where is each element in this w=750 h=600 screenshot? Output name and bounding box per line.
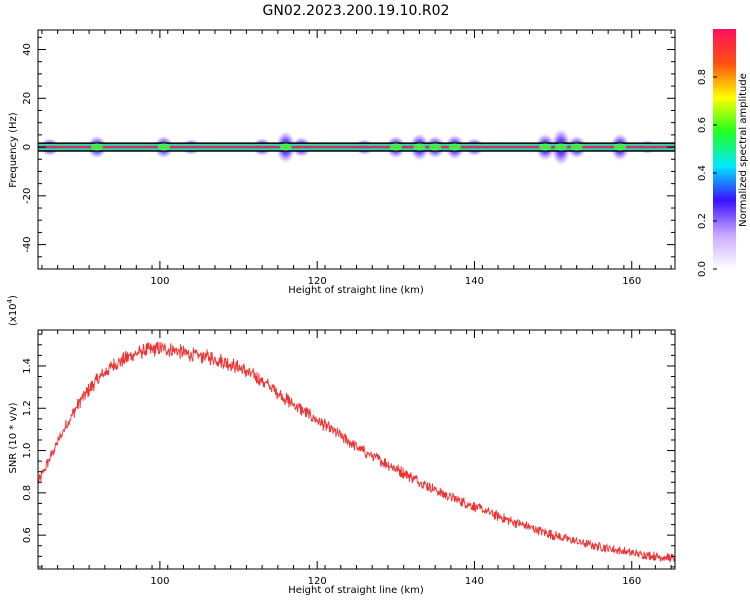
snr-x-tick-label: 100 bbox=[150, 576, 169, 587]
snr-series-layer bbox=[38, 341, 675, 564]
band-green-patch bbox=[389, 143, 402, 151]
band-green-patch bbox=[157, 143, 170, 151]
snr-y-multiplier: (x104) bbox=[6, 295, 19, 326]
band-green-patch bbox=[279, 143, 292, 151]
snr-x-tick-label: 160 bbox=[622, 576, 641, 587]
snr-plot-area bbox=[38, 330, 675, 569]
spectrogram-x-tick-label: 160 bbox=[622, 276, 641, 287]
spectrogram-y-tick-label: -40 bbox=[22, 236, 33, 252]
snr-x-axis-label: Height of straight line (km) bbox=[288, 585, 424, 596]
snr-panel: 100 120 140 160 0.6 0.8 1.0 1.2 1.4 Height of st… bbox=[6, 295, 676, 596]
snr-series-line bbox=[38, 341, 675, 564]
snr-y-tick-label: 1.0 bbox=[22, 443, 33, 459]
spectrogram-y-axis-label: Frequency (Hz) bbox=[8, 112, 19, 188]
spectrogram-x-tick-label: 140 bbox=[465, 276, 484, 287]
colorbar-tick-label: 0.0 bbox=[697, 261, 708, 277]
band-green-patch bbox=[613, 143, 626, 151]
spectrogram-ticks: 100 120 140 160 -40 -20 0 20 40 bbox=[22, 30, 675, 287]
band-green-patch bbox=[570, 143, 583, 151]
colorbar-tick-label: 0.4 bbox=[697, 165, 708, 181]
colorbar-ticks: 0.0 0.2 0.4 0.6 0.8 bbox=[697, 69, 717, 277]
band-green-patch bbox=[539, 143, 552, 151]
band-green-patch bbox=[90, 143, 103, 151]
colorbar-tick-label: 0.2 bbox=[697, 213, 708, 229]
spectrogram-y-tick-label: 0 bbox=[22, 144, 33, 150]
colorbar: 0.0 0.2 0.4 0.6 0.8 Normalized spectral ampl… bbox=[697, 29, 749, 277]
snr-y-tick-label: 0.8 bbox=[22, 485, 33, 501]
snr-x-tick-label: 140 bbox=[465, 576, 484, 587]
spectrogram-panel: 100 120 140 160 -40 -20 0 20 40 Height of straig… bbox=[8, 29, 676, 296]
spectrogram-x-axis-label: Height of straight line (km) bbox=[288, 285, 424, 296]
colorbar-label: Normalized spectral amplitude bbox=[738, 73, 749, 227]
colorbar-tick-label: 0.8 bbox=[697, 69, 708, 85]
band-green-patch bbox=[413, 143, 426, 151]
band-green-patch bbox=[554, 143, 567, 151]
spectrogram-y-tick-label: 20 bbox=[22, 92, 33, 105]
spectrogram-y-tick-label: 40 bbox=[22, 43, 33, 56]
band-green-patch bbox=[429, 143, 442, 151]
spectral-band bbox=[38, 142, 675, 152]
spectrogram-y-tick-label: -20 bbox=[22, 188, 33, 204]
band-center bbox=[38, 145, 675, 149]
snr-y-axis-label: SNR (10 * v/v) bbox=[8, 402, 19, 473]
figure-title: GN02.2023.200.19.10.R02 bbox=[263, 3, 450, 19]
colorbar-tick-label: 0.6 bbox=[697, 117, 708, 133]
snr-y-tick-label: 1.2 bbox=[22, 400, 33, 416]
snr-y-tick-label: 0.6 bbox=[22, 527, 33, 543]
snr-x-tick-label: 120 bbox=[308, 576, 327, 587]
band-green-patch bbox=[448, 143, 461, 151]
colorbar-gradient bbox=[713, 29, 736, 269]
spectrogram-x-tick-label: 120 bbox=[308, 276, 327, 287]
snr-y-tick-label: 1.4 bbox=[22, 358, 33, 374]
spectrogram-x-tick-label: 100 bbox=[150, 276, 169, 287]
snr-ticks: 100 120 140 160 0.6 0.8 1.0 1.2 1.4 bbox=[22, 330, 675, 587]
